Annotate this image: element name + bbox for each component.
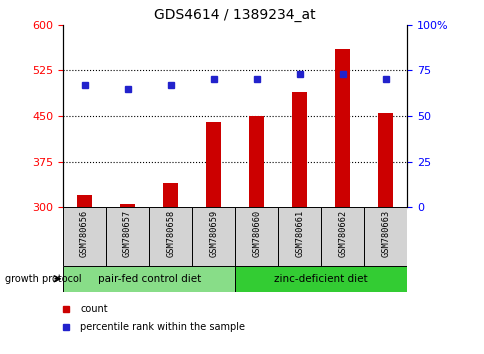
Text: GSM780661: GSM780661 bbox=[295, 210, 303, 257]
Bar bbox=[77, 195, 92, 207]
Text: GSM780662: GSM780662 bbox=[338, 210, 347, 257]
Bar bbox=[249, 116, 264, 207]
Bar bbox=[106, 207, 149, 266]
Bar bbox=[363, 207, 407, 266]
Bar bbox=[235, 207, 278, 266]
Bar bbox=[378, 113, 393, 207]
Bar bbox=[235, 266, 407, 292]
Text: GSM780658: GSM780658 bbox=[166, 210, 175, 257]
Bar bbox=[149, 207, 192, 266]
Text: growth protocol: growth protocol bbox=[5, 274, 81, 284]
Text: GSM780663: GSM780663 bbox=[380, 210, 390, 257]
Bar bbox=[320, 207, 363, 266]
Bar bbox=[63, 266, 235, 292]
Text: GSM780657: GSM780657 bbox=[123, 210, 132, 257]
Bar bbox=[192, 207, 235, 266]
Text: zinc-deficient diet: zinc-deficient diet bbox=[274, 274, 367, 284]
Bar bbox=[120, 204, 135, 207]
Title: GDS4614 / 1389234_at: GDS4614 / 1389234_at bbox=[154, 8, 316, 22]
Bar bbox=[278, 207, 320, 266]
Bar bbox=[206, 122, 221, 207]
Text: GSM780660: GSM780660 bbox=[252, 210, 261, 257]
Text: count: count bbox=[80, 304, 107, 314]
Text: GSM780659: GSM780659 bbox=[209, 210, 218, 257]
Bar bbox=[292, 92, 307, 207]
Text: percentile rank within the sample: percentile rank within the sample bbox=[80, 322, 245, 332]
Bar bbox=[163, 183, 178, 207]
Bar bbox=[63, 207, 106, 266]
Text: pair-fed control diet: pair-fed control diet bbox=[97, 274, 200, 284]
Bar bbox=[334, 49, 349, 207]
Text: GSM780656: GSM780656 bbox=[80, 210, 89, 257]
